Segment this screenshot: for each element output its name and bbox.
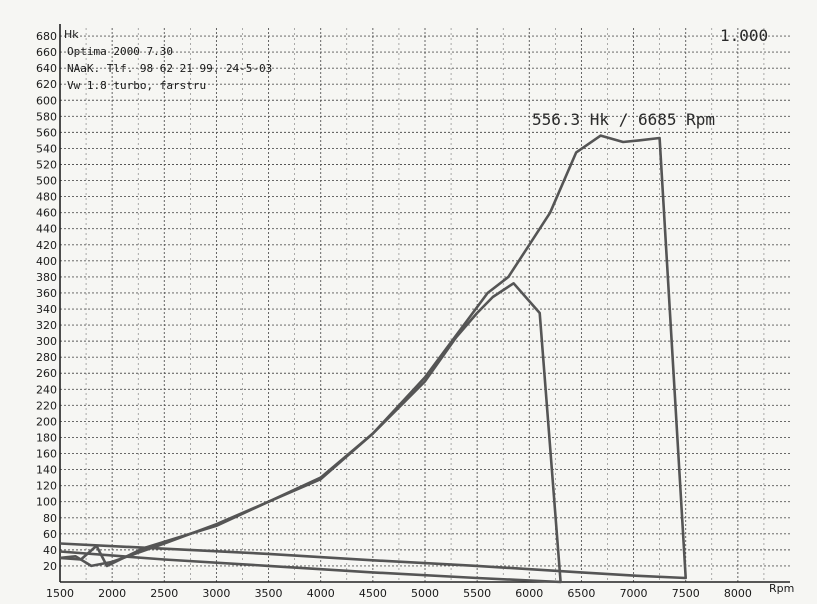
y-tick-label: 340 bbox=[36, 303, 57, 316]
x-axis-label: Rpm bbox=[769, 582, 794, 595]
y-tick-label: 220 bbox=[36, 399, 57, 412]
y-axis-label: Hk bbox=[64, 28, 79, 41]
y-tick-label: 440 bbox=[36, 223, 57, 236]
y-tick-label: 520 bbox=[36, 158, 57, 171]
x-tick-label: 5500 bbox=[463, 587, 491, 600]
x-tick-label: 4500 bbox=[359, 587, 387, 600]
header-line-2: NAaK. Tlf. 98 62 21 99. 24-5-03 bbox=[67, 62, 272, 75]
y-tick-label: 660 bbox=[36, 46, 57, 59]
y-tick-label: 320 bbox=[36, 319, 57, 332]
header-line-3: Vw 1.8 turbo, farstru bbox=[67, 79, 206, 92]
axes bbox=[59, 24, 790, 583]
x-tick-label: 1500 bbox=[46, 587, 74, 600]
y-tick-label: 420 bbox=[36, 239, 57, 252]
x-tick-label: 2000 bbox=[98, 587, 126, 600]
y-tick-label: 580 bbox=[36, 110, 57, 123]
y-tick-label: 40 bbox=[43, 544, 57, 557]
y-tick-label: 360 bbox=[36, 287, 57, 300]
y-tick-label: 260 bbox=[36, 367, 57, 380]
y-tick-label: 280 bbox=[36, 351, 57, 364]
y-tick-label: 160 bbox=[36, 448, 57, 461]
y-tick-label: 480 bbox=[36, 191, 57, 204]
y-tick-label: 60 bbox=[43, 528, 57, 541]
y-tick-label: 200 bbox=[36, 415, 57, 428]
x-tick-label: 6000 bbox=[515, 587, 543, 600]
y-tick-label: 80 bbox=[43, 512, 57, 525]
scale-label: 1.000 bbox=[720, 26, 768, 45]
y-tick-label: 640 bbox=[36, 62, 57, 75]
y-tick-label: 500 bbox=[36, 175, 57, 188]
y-tick-label: 240 bbox=[36, 383, 57, 396]
x-tick-label: 5000 bbox=[411, 587, 439, 600]
series-line-2 bbox=[59, 281, 562, 584]
x-tick-label: 7500 bbox=[672, 587, 700, 600]
series-lines bbox=[59, 134, 688, 584]
y-tick-label: 120 bbox=[36, 480, 57, 493]
x-tick-label: 2500 bbox=[150, 587, 178, 600]
y-tick-label: 540 bbox=[36, 142, 57, 155]
y-tick-label: 300 bbox=[36, 335, 57, 348]
y-tick-label: 180 bbox=[36, 431, 57, 444]
y-tick-label: 100 bbox=[36, 496, 57, 509]
x-tick-label: 7000 bbox=[620, 587, 648, 600]
y-tick-label: 600 bbox=[36, 94, 57, 107]
y-tick-label: 620 bbox=[36, 78, 57, 91]
x-tick-label: 3000 bbox=[202, 587, 230, 600]
y-tick-label: 140 bbox=[36, 464, 57, 477]
y-tick-label: 680 bbox=[36, 30, 57, 43]
header-line-1: Optima 2000 7.30 bbox=[67, 45, 173, 58]
x-tick-label: 3500 bbox=[255, 587, 283, 600]
x-tick-labels: 1500 2000 2500 3000 3500 4000 4500 5000 5500 6000… bbox=[46, 587, 752, 600]
y-tick-label: 460 bbox=[36, 207, 57, 220]
x-tick-label: 8000 bbox=[724, 587, 752, 600]
x-tick-label: 4000 bbox=[307, 587, 335, 600]
y-tick-label: 20 bbox=[43, 560, 57, 573]
y-tick-label: 400 bbox=[36, 255, 57, 268]
y-tick-label: 380 bbox=[36, 271, 57, 284]
peak-annotation: 556.3 Hk / 6685 Rpm bbox=[532, 110, 715, 129]
x-tick-label: 6500 bbox=[567, 587, 595, 600]
y-tick-labels: 20 40 60 80 100 120 140 160 180 200 220 240 260 280 30… bbox=[36, 30, 57, 573]
y-tick-label: 560 bbox=[36, 126, 57, 139]
series-line-1 bbox=[59, 134, 688, 580]
